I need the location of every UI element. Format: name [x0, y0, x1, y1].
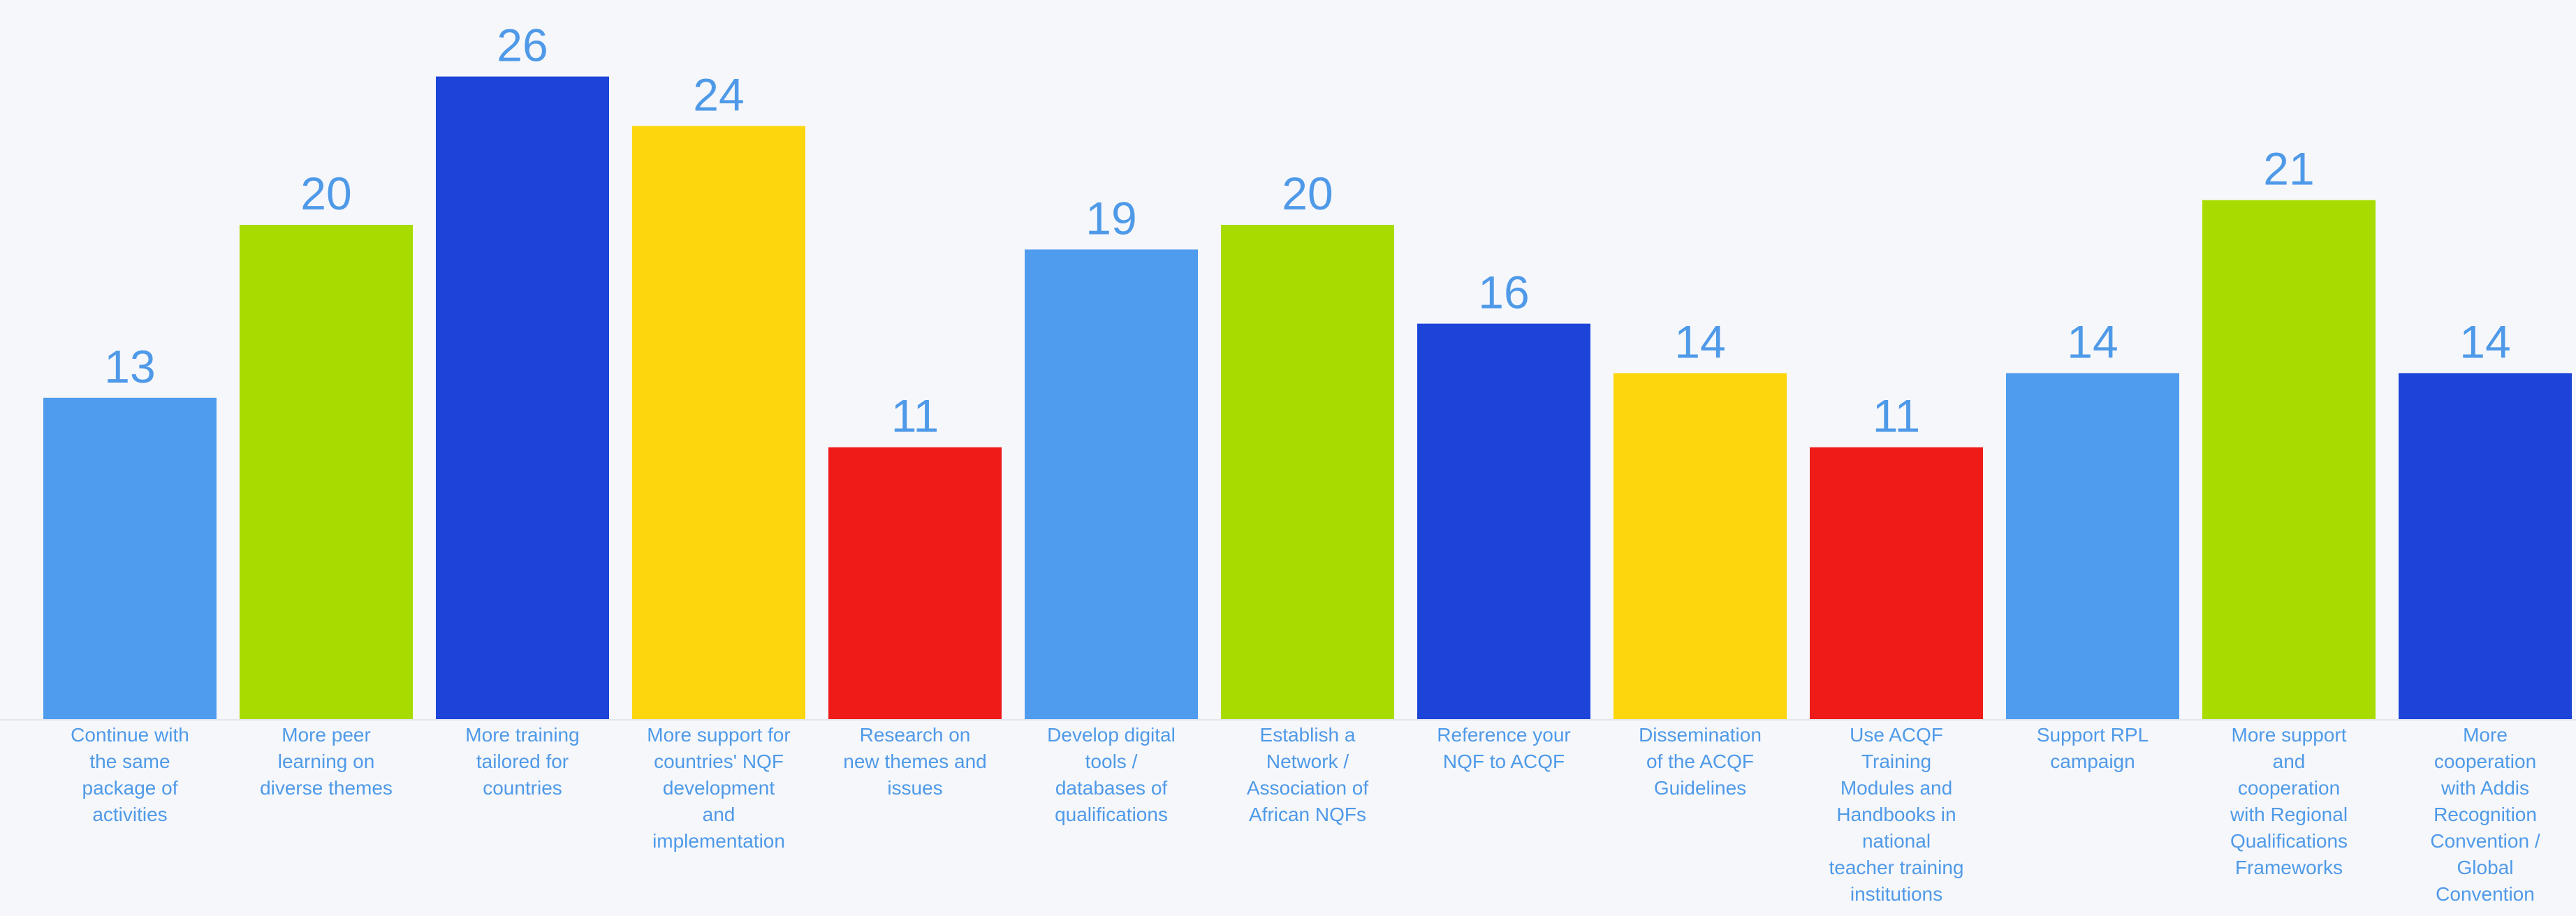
category-label-line: and: [2273, 751, 2306, 772]
category-label-line: Training: [1861, 751, 1931, 772]
category-label-line: Convention /: [2430, 830, 2540, 852]
data-label-8: 16: [1478, 267, 1529, 318]
category-label-13: More cooperation with Addis Recognition Conv…: [2430, 724, 2540, 905]
category-label-1: Continue with the same package of activitie…: [71, 724, 189, 825]
category-label-10: Use ACQF Training Modules and Handbooks in n…: [1829, 724, 1963, 905]
category-label-line: Convention: [2436, 883, 2535, 905]
category-label-line: Recognition: [2434, 804, 2537, 825]
category-label-line: development: [663, 777, 775, 799]
category-label-4: More support for countries' NQF developmen…: [647, 724, 790, 852]
category-label-line: More: [2463, 724, 2508, 746]
bar-9: [1613, 373, 1787, 719]
bar-12: [2202, 200, 2376, 720]
bar-3: [436, 76, 609, 720]
category-label-line: institutions: [1850, 883, 1942, 905]
category-label-line: the same: [89, 751, 170, 772]
category-label-line: Modules and: [1840, 777, 1952, 799]
category-label-12: More support and cooperation with Regional Q…: [2230, 724, 2348, 878]
category-label-line: Research on: [860, 724, 971, 746]
data-label-1: 13: [104, 341, 155, 392]
category-label-5: Research on new themes and issues: [843, 724, 986, 799]
category-label-line: Qualifications: [2230, 830, 2348, 852]
data-label-5: 11: [891, 390, 939, 442]
category-label-3: More training tailored for countries: [465, 724, 579, 799]
category-label-line: issues: [887, 777, 942, 799]
category-label-2: More peer learning on diverse themes: [260, 724, 393, 799]
data-label-6: 19: [1085, 192, 1136, 244]
bar-2: [240, 225, 413, 719]
data-label-11: 14: [2067, 316, 2118, 367]
category-label-line: Develop digital: [1047, 724, 1176, 746]
category-label-line: More training: [465, 724, 579, 746]
category-label-line: Use ACQF: [1850, 724, 1943, 746]
data-label-4: 24: [693, 68, 744, 120]
category-label-line: with Regional: [2230, 804, 2348, 825]
data-label-13: 14: [2459, 316, 2510, 367]
category-label-line: African NQFs: [1249, 804, 1366, 825]
category-label-line: More support for: [647, 724, 790, 746]
bar-13: [2399, 373, 2572, 719]
category-label-line: package of: [82, 777, 178, 799]
category-label-8: Reference your NQF to ACQF: [1437, 724, 1570, 772]
category-label-line: countries' NQF: [654, 751, 784, 772]
category-label-line: More peer: [281, 724, 371, 746]
data-label-12: 21: [2263, 143, 2314, 195]
bar-6: [1025, 249, 1198, 719]
category-label-line: Dissemination: [1639, 724, 1762, 746]
category-label-6: Develop digital tools / databases of qualif…: [1047, 724, 1176, 825]
category-label-line: learning on: [278, 751, 375, 772]
category-label-line: tailored for: [476, 751, 569, 772]
category-label-line: Association of: [1247, 777, 1369, 799]
category-label-line: Continue with: [71, 724, 189, 746]
category-label-line: national: [1862, 830, 1931, 852]
category-label-line: Global: [2457, 857, 2514, 878]
data-label-10: 11: [1873, 390, 1921, 442]
data-label-2: 20: [300, 168, 351, 219]
category-label-line: qualifications: [1055, 804, 1168, 825]
category-label-line: Network /: [1266, 751, 1349, 772]
category-label-line: NQF to ACQF: [1443, 751, 1565, 772]
category-label-line: implementation: [652, 830, 785, 852]
category-label-line: Frameworks: [2235, 857, 2343, 878]
category-label-line: Handbooks in: [1836, 804, 1956, 825]
category-label-11: Support RPL campaign: [2037, 724, 2149, 772]
category-label-line: teacher training: [1829, 857, 1963, 878]
category-label-line: tools /: [1085, 751, 1138, 772]
category-label-line: new themes and: [843, 751, 986, 772]
data-label-9: 14: [1674, 316, 1725, 367]
bar-1: [43, 397, 217, 719]
bar-10: [1810, 447, 1983, 719]
data-label-7: 20: [1282, 168, 1333, 219]
category-label-line: and: [703, 804, 736, 825]
category-label-line: databases of: [1055, 777, 1168, 799]
category-label-line: Guidelines: [1654, 777, 1746, 799]
category-label-line: activities: [92, 804, 167, 825]
category-label-line: campaign: [2050, 751, 2135, 772]
bar-11: [2006, 373, 2179, 719]
category-label-line: More support: [2232, 724, 2347, 746]
bar-7: [1221, 225, 1394, 719]
bar-4: [632, 126, 805, 719]
bar-5: [828, 447, 1002, 719]
category-label-line: countries: [483, 777, 562, 799]
category-label-line: Reference your: [1437, 724, 1570, 746]
category-label-7: Establish a Network / Association of Africa…: [1247, 724, 1369, 825]
bar-8: [1417, 323, 1590, 720]
category-label-line: cooperation: [2434, 751, 2536, 772]
category-label-line: Support RPL: [2037, 724, 2149, 746]
category-label-line: diverse themes: [260, 777, 393, 799]
category-label-line: with Addis: [2440, 777, 2529, 799]
category-label-line: Establish a: [1260, 724, 1356, 746]
category-label-line: cooperation: [2238, 777, 2340, 799]
category-label-9: Dissemination of the ACQF Guidelines: [1639, 724, 1762, 799]
data-label-3: 26: [497, 20, 548, 71]
category-label-line: of the ACQF: [1646, 751, 1754, 772]
